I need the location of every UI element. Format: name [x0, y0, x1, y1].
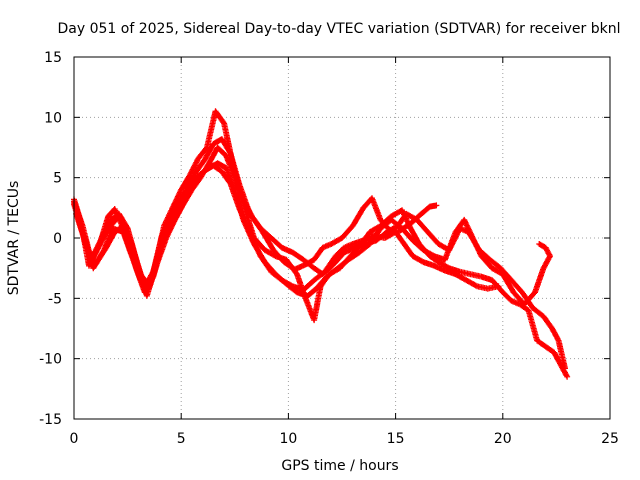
x-tick-label: 15 — [387, 431, 405, 447]
x-tick-label: 20 — [494, 431, 512, 447]
y-tick-label: 10 — [44, 110, 62, 126]
y-tick-label: -10 — [39, 352, 62, 368]
series-markers — [75, 160, 553, 308]
data-points — [71, 108, 571, 380]
series-markers — [71, 108, 440, 299]
x-tick-label: 0 — [70, 431, 79, 447]
series-trace-1 — [71, 108, 440, 299]
series-trace-5 — [75, 160, 553, 308]
y-tick-label: 5 — [53, 171, 62, 187]
y-tick-label: -5 — [48, 291, 62, 307]
y-tick-label: 0 — [53, 231, 62, 247]
chart-title: Day 051 of 2025, Sidereal Day-to-day VTE… — [58, 21, 621, 37]
x-tick-label: 10 — [279, 431, 297, 447]
x-tick-label: 25 — [601, 431, 619, 447]
axis-ticks: 0 5 10 15 20 25 -15 -10 -5 0 5 10 15 — [39, 50, 619, 447]
y-axis-label: SDTVAR / TECUs — [6, 181, 22, 296]
x-tick-label: 5 — [177, 431, 186, 447]
series-trace-2 — [71, 162, 502, 296]
y-tick-label: 15 — [44, 50, 62, 66]
x-axis-label: GPS time / hours — [281, 458, 398, 474]
series-markers — [71, 162, 502, 296]
y-tick-label: -15 — [39, 412, 62, 428]
